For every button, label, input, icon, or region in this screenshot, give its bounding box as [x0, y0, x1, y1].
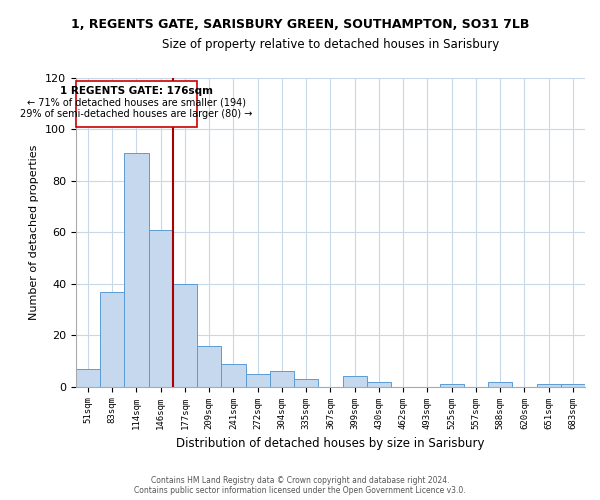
Bar	[76, 80, 197, 127]
Bar	[294, 379, 318, 386]
Text: Contains HM Land Registry data © Crown copyright and database right 2024.
Contai: Contains HM Land Registry data © Crown c…	[134, 476, 466, 495]
Bar	[197, 346, 221, 387]
Text: 1, REGENTS GATE, SARISBURY GREEN, SOUTHAMPTON, SO31 7LB: 1, REGENTS GATE, SARISBURY GREEN, SOUTHA…	[71, 18, 529, 30]
Bar	[221, 364, 245, 386]
Bar	[270, 372, 294, 386]
Text: ← 71% of detached houses are smaller (194): ← 71% of detached houses are smaller (19…	[27, 98, 246, 108]
Bar	[536, 384, 561, 386]
Text: 1 REGENTS GATE: 176sqm: 1 REGENTS GATE: 176sqm	[60, 86, 213, 96]
Bar	[440, 384, 464, 386]
Bar	[100, 292, 124, 386]
Bar	[149, 230, 173, 386]
Bar	[367, 382, 391, 386]
Bar	[343, 376, 367, 386]
Bar	[76, 368, 100, 386]
Bar	[173, 284, 197, 386]
Bar	[245, 374, 270, 386]
Bar	[488, 382, 512, 386]
Text: 29% of semi-detached houses are larger (80) →: 29% of semi-detached houses are larger (…	[20, 109, 253, 119]
X-axis label: Distribution of detached houses by size in Sarisbury: Distribution of detached houses by size …	[176, 437, 485, 450]
Y-axis label: Number of detached properties: Number of detached properties	[29, 144, 40, 320]
Bar	[124, 152, 149, 386]
Title: Size of property relative to detached houses in Sarisbury: Size of property relative to detached ho…	[162, 38, 499, 51]
Bar	[561, 384, 585, 386]
